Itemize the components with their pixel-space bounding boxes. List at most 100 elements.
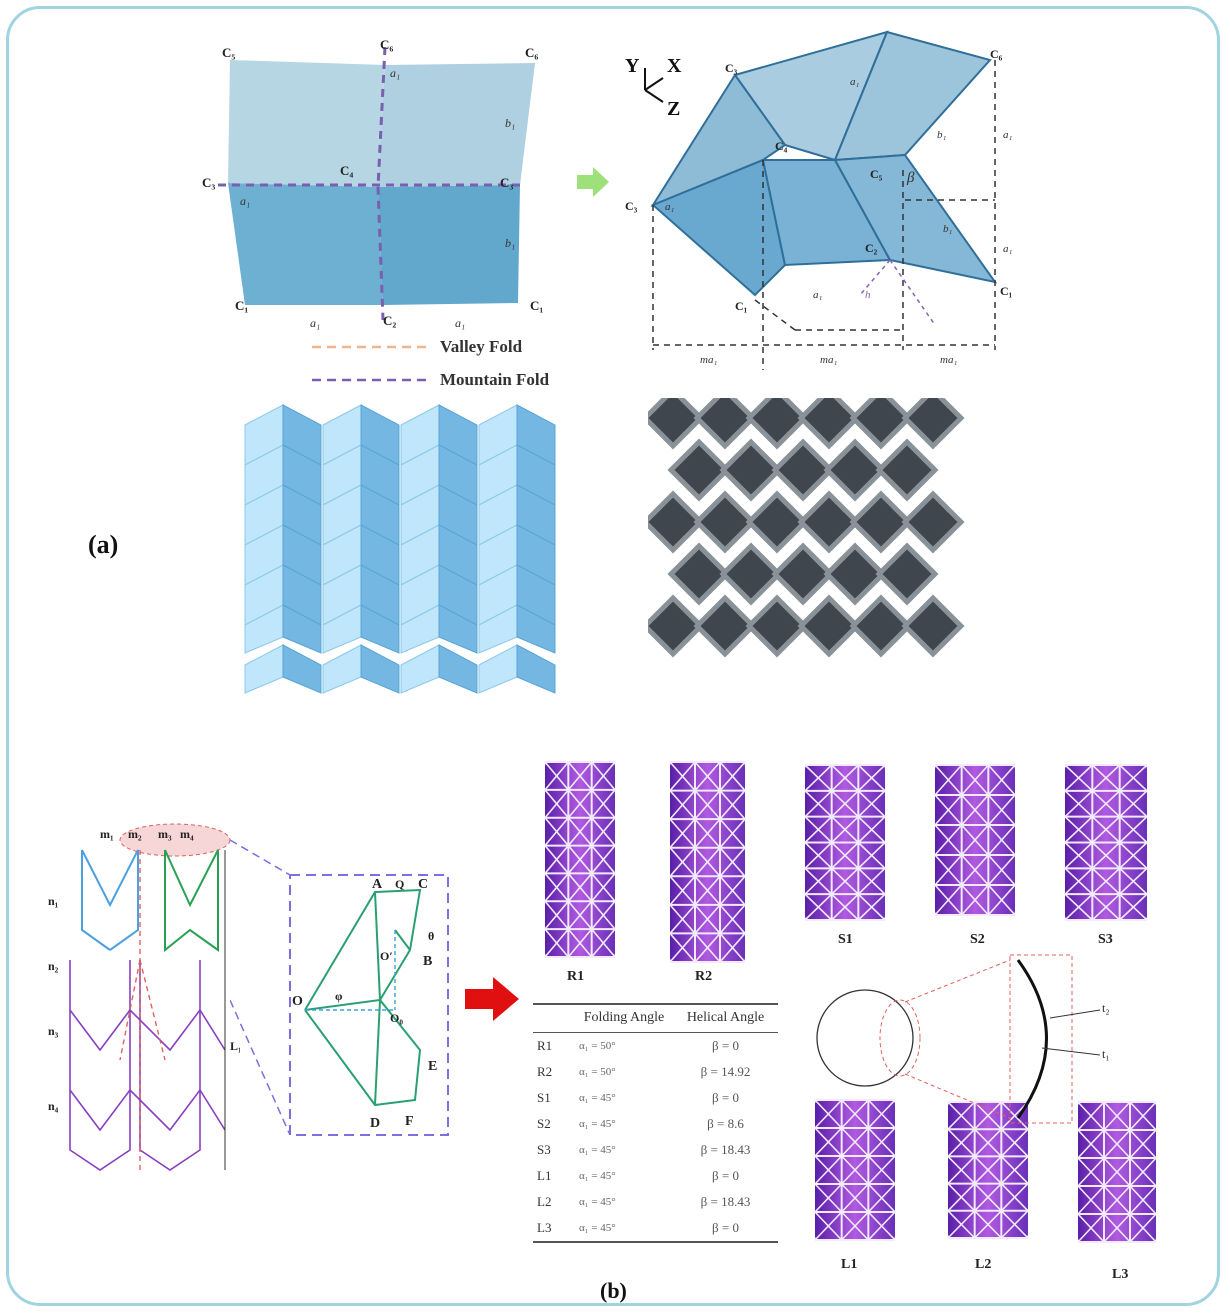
folded-edge-labels: a₁ b₁ b₁ a₁ a₁ a₁ a₁ β h ma₁ ma₁ ma₁ [665,76,1013,366]
table-cell: β = 14.92 [700,1064,751,1079]
sample-label: R2 [695,969,712,984]
lattice-cell [797,594,861,658]
sample-label: L2 [975,1257,991,1272]
svg-text:a₁: a₁ [1003,129,1013,141]
panel-a-label: (a) [88,530,119,559]
panel-b-label: (b) [600,1278,627,1303]
svg-text:D: D [370,1116,380,1131]
svg-text:a₁: a₁ [813,289,823,301]
svg-text:h: h [865,289,871,301]
table-cell: β = 8.6 [707,1116,744,1131]
svg-text:F: F [405,1114,414,1129]
tube-segment-3 [69,960,226,1171]
tube-crease [974,1183,1002,1212]
tube-crease [1064,790,1093,818]
axis-icon [644,68,664,103]
tube-crease [591,817,616,847]
tube-crease [857,816,886,844]
tube-crease [567,761,593,791]
tube-crease [867,1155,896,1185]
lattice-cell [849,594,913,658]
lattice-cell [719,438,783,502]
tube-crease [694,932,721,963]
svg-text:β: β [906,170,915,186]
table-row: S3 α₁ = 45° β = 18.43 [533,1137,778,1163]
sample-label: L1 [841,1257,857,1272]
axis-y-label: Y [625,55,640,77]
tube-crease [544,900,569,930]
svg-text:O: O [292,994,303,1009]
svg-text:φ: φ [335,989,343,1003]
tube-crease [804,841,833,869]
tube-crease [934,794,963,826]
miura-facet [438,644,478,694]
tube-crease [694,875,721,906]
tube-crease [1119,841,1148,869]
tube-sample [1064,764,1148,921]
tube-crease [567,928,593,958]
flat-label: C₂ [383,313,396,328]
tube-crease [1129,1101,1157,1131]
svg-text:C₃: C₃ [625,199,638,213]
svg-text:B: B [423,954,432,969]
tube-crease [1000,1155,1029,1185]
tube-crease [669,932,696,963]
sample-parameter-table: Folding Angle Helical Angle R1 α₁ = 50° β … [533,1003,778,1243]
table-cell: β = 18.43 [700,1194,751,1209]
tube-crease [1091,893,1121,921]
tube-crease [804,816,833,844]
flat-label: C₃ [500,175,513,190]
tube-crease [1000,1101,1029,1130]
tube-crease [804,764,833,792]
table-cell: S3 [537,1142,551,1157]
folded-purple-guides [859,259,936,326]
tube-crease [831,893,859,921]
lattice-cell [797,490,861,554]
tube-crease [591,872,616,902]
tube-crease [544,845,569,874]
svg-text:C₁: C₁ [1000,284,1013,298]
tube-crease [591,928,616,958]
svg-text:a₁: a₁ [665,201,675,213]
figure-frame [6,6,1220,1306]
tube-crease [1129,1213,1157,1243]
tube-crease [1000,1128,1029,1157]
svg-text:C₁: C₁ [735,299,748,313]
tube-crease [1077,1129,1105,1159]
tube-crease [1064,867,1093,895]
svg-text:m₄: m₄ [180,827,194,841]
tube-sample [1077,1101,1157,1243]
svg-text:O₀: O₀ [390,1011,403,1025]
tube-crease [974,1128,1002,1157]
tube-crease [567,872,593,902]
svg-text:m₃: m₃ [158,827,172,841]
tube-segment-2 [164,849,219,953]
tube-crease [814,1183,843,1213]
lattice-cell [648,490,705,554]
tube-crease [694,904,721,934]
axis-labels: Y X Z [625,55,682,120]
tube-crease [974,1155,1002,1185]
lattice-cell [719,542,783,606]
tube-crease [1129,1185,1157,1215]
tube-crease [947,1155,976,1185]
table-cell: α₁ = 45° [579,1118,616,1130]
sample-labels: R1 R2 S1 S2 S3 L1 L2 L3 [567,932,1128,1282]
tube-crease [831,764,859,792]
tube-crease [1103,1213,1131,1243]
zoom-connector-top [230,839,291,876]
flat-vertex-labels: C₅ C₆ C₆ C₃ C₄ C₃ C₁ C₂ C₁ [202,37,543,328]
t1-label: t₁ [1102,1047,1110,1061]
tube-crease [669,818,696,849]
tube-crease [1091,764,1121,792]
tube-crease [1091,816,1121,844]
thickness-schematic: t₂ t₁ [816,954,1110,1124]
axis-x-label: X [667,55,682,77]
flat-facet-top-right [378,63,535,187]
tube-crease [1119,790,1148,818]
table-cell: β = 0 [712,1090,739,1105]
tube-crease [694,818,721,849]
origami-tube-pattern: m₁ m₂ m₃ m₄ n₁ n₂ n₃ n₄ L₁ [48,823,240,1171]
table-row: S2 α₁ = 45° β = 8.6 [533,1111,778,1137]
tube-crease [814,1211,843,1241]
